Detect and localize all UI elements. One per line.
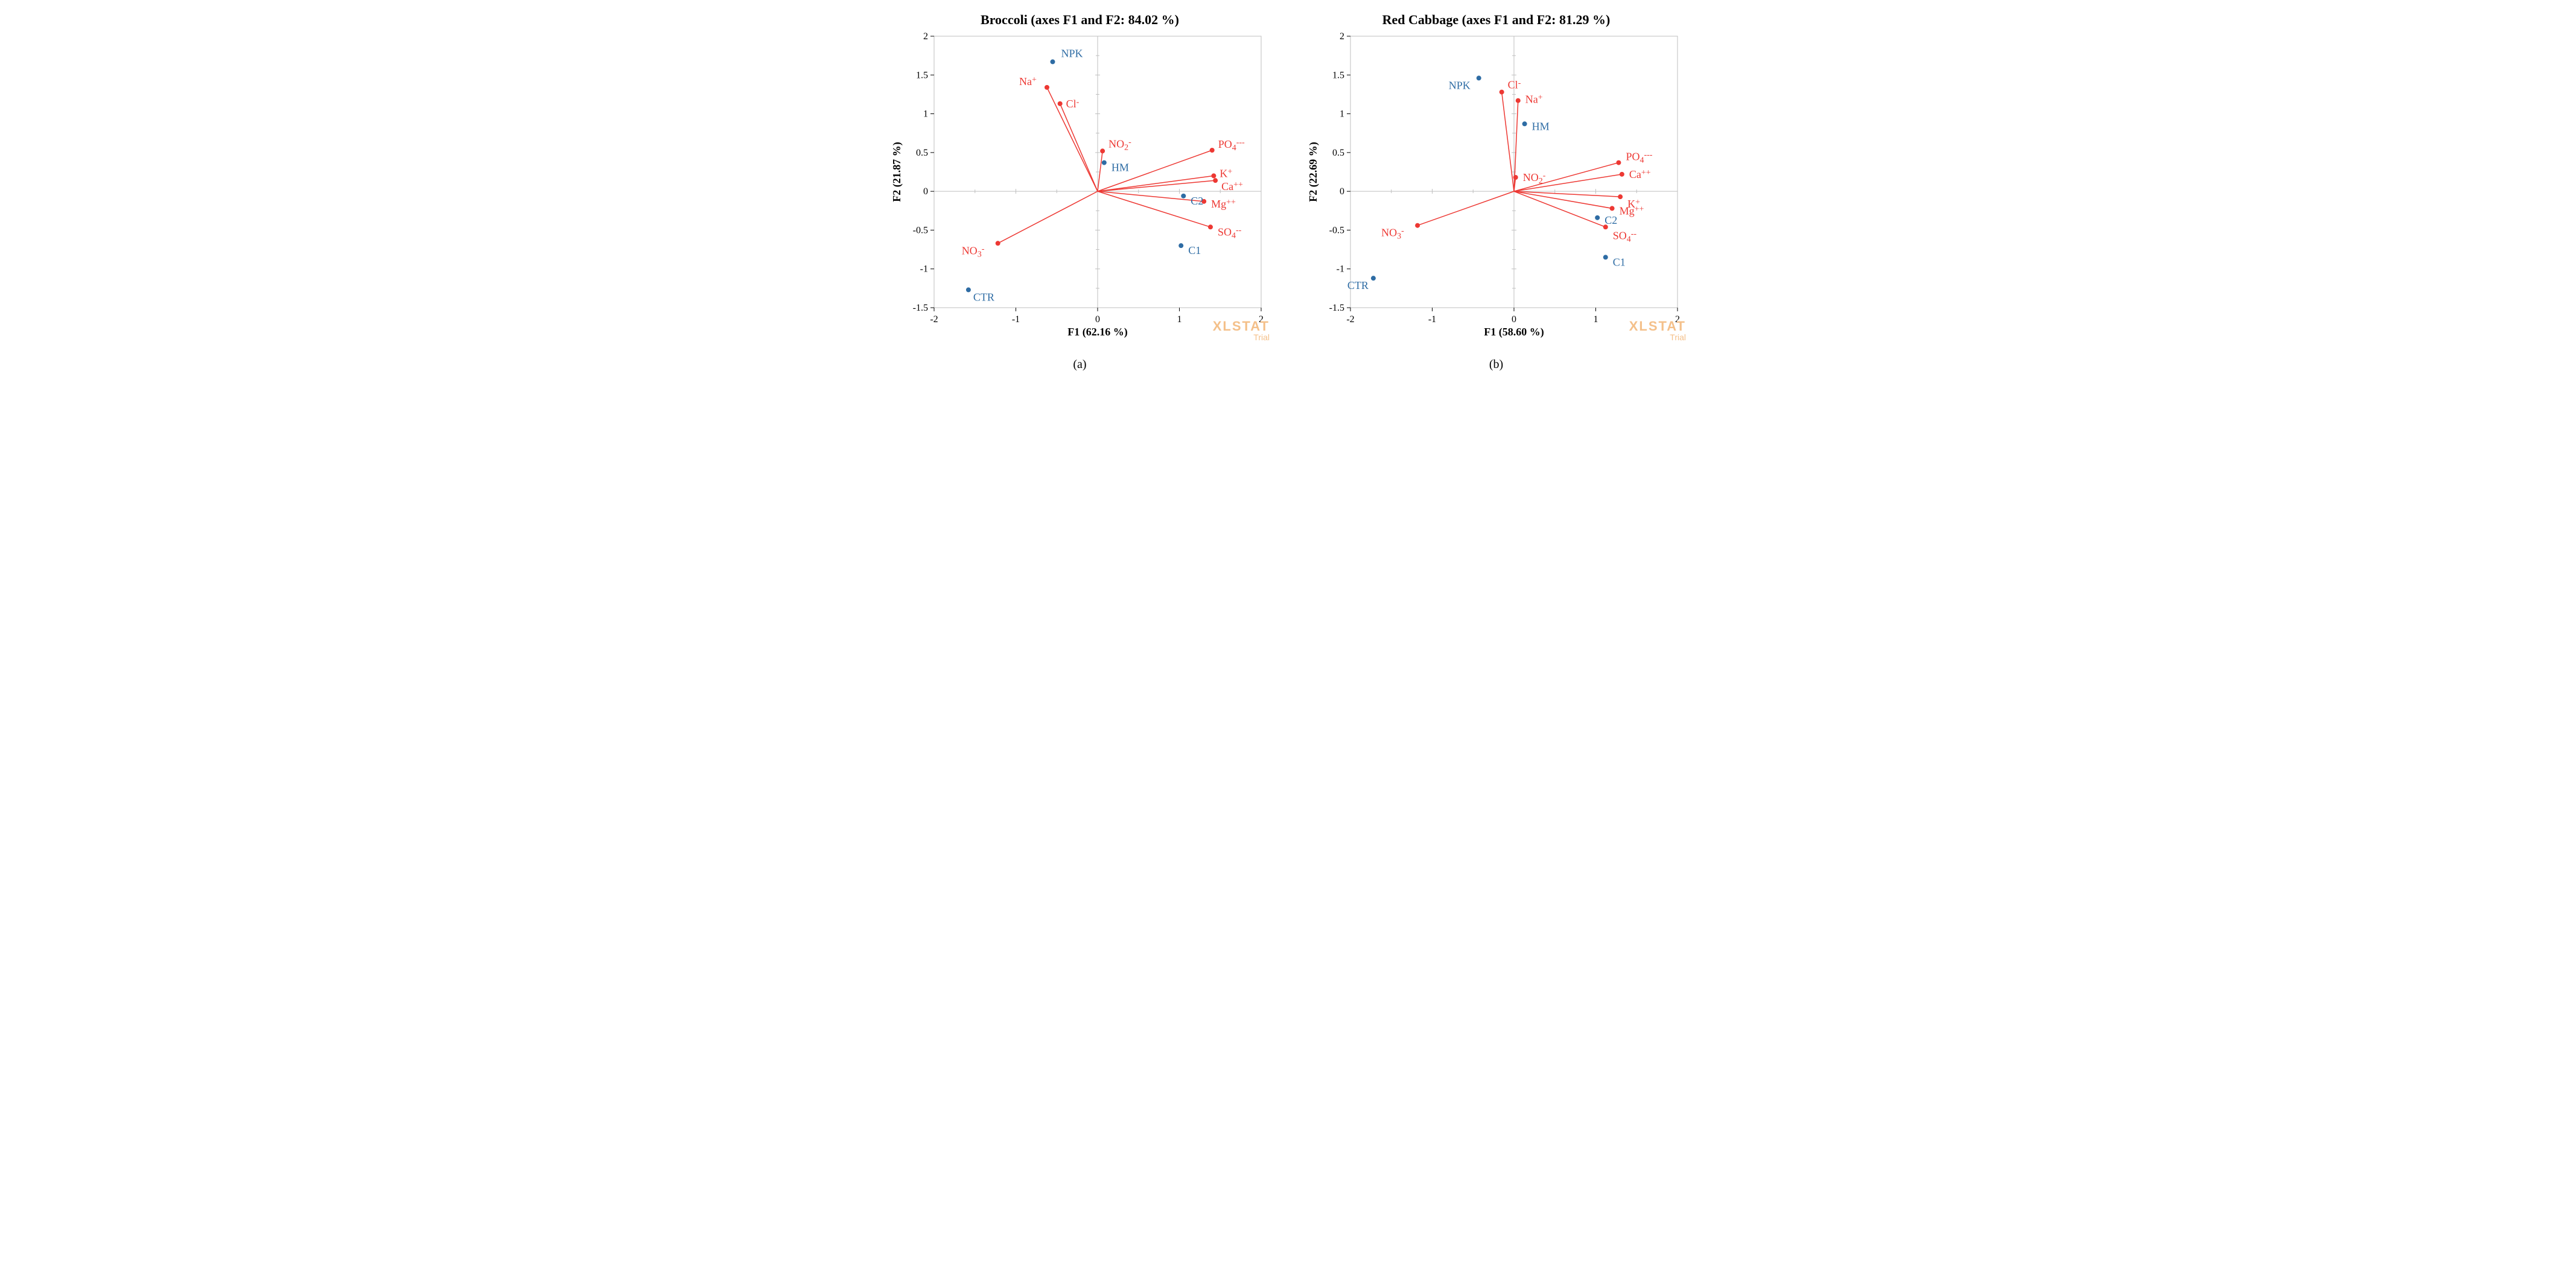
biplot-svg: -2-1012-1.5-1-0.500.511.52F1 (62.16 %)F2… <box>887 30 1273 344</box>
variable-point <box>1616 160 1621 165</box>
xtick-label: 1 <box>1177 314 1181 325</box>
ytick-label: -1 <box>1336 264 1344 274</box>
observation-label: CTR <box>1347 279 1368 291</box>
variable-point <box>1619 172 1624 177</box>
xtick-label: 0 <box>1095 314 1100 325</box>
panel-broccoli: Broccoli (axes F1 and F2: 84.02 %) -2 -1 0 1… <box>887 12 1273 372</box>
ytick-label: 0.5 <box>916 148 928 158</box>
xtick-label: 1 <box>1593 314 1598 325</box>
observation-label: C2 <box>1191 195 1203 207</box>
variable-point <box>995 241 1000 246</box>
observation-point <box>1050 59 1055 64</box>
variable-label: NO3- <box>1381 227 1404 241</box>
observation-point <box>1522 121 1527 126</box>
variable-point <box>1211 173 1216 178</box>
observation-point <box>1101 160 1106 165</box>
observation-point <box>965 287 970 292</box>
ytick-label: 1.5 <box>916 70 928 80</box>
variable-label: NO3- <box>961 244 984 259</box>
ytick-label: 0.5 <box>1332 148 1344 158</box>
ytick-label: 1.5 <box>1332 70 1344 80</box>
ytick-label: 0 <box>923 186 928 197</box>
panel-redcabbage: Red Cabbage (axes F1 and F2: 81.29 %)-2-… <box>1303 12 1690 372</box>
variable-point <box>1415 223 1420 228</box>
biplot-svg: -2-1012-1.5-1-0.500.511.52F1 (58.60 %)F2… <box>1303 30 1690 344</box>
xtick-label: -1 <box>1428 314 1436 325</box>
variable-point <box>1044 85 1049 90</box>
ytick-label: -1.5 <box>1329 303 1344 313</box>
ytick-label: 2 <box>1340 31 1344 42</box>
variable-point <box>1207 224 1212 229</box>
ytick-label: -1 <box>920 264 927 274</box>
panel-caption: (b) <box>1489 358 1503 372</box>
variable-label: NO2- <box>1108 138 1131 152</box>
observation-point <box>1370 276 1375 281</box>
chart-title: Broccoli (axes F1 and F2: 84.02 %) <box>981 12 1179 28</box>
observation-label: C1 <box>1612 256 1625 268</box>
variable-point <box>1513 175 1518 180</box>
watermark-line2: Trial <box>1670 332 1686 342</box>
observation-point <box>1178 243 1183 248</box>
observation-label: HM <box>1111 162 1128 174</box>
observation-label: NPK <box>1448 79 1470 91</box>
observation-label: C1 <box>1188 244 1201 256</box>
ytick-label: -0.5 <box>1329 225 1344 235</box>
xtick-label: 0 <box>1512 314 1516 325</box>
observation-point <box>1603 255 1608 259</box>
ytick-label: 0 <box>1340 186 1344 197</box>
variable-point <box>1515 98 1520 103</box>
watermark-line2: Trial <box>1253 332 1270 342</box>
xtick-label: -2 <box>1346 314 1354 325</box>
y-axis-label: F2 (21.87 %) <box>891 142 903 202</box>
chart-title: Red Cabbage (axes F1 and F2: 81.29 %) <box>1382 12 1611 28</box>
watermark-line1: XLSTAT <box>1629 319 1685 334</box>
ytick-label: 1 <box>1340 109 1344 119</box>
chart-area: -2-1012-1.5-1-0.500.511.52F1 (62.16 %)F2… <box>887 30 1273 347</box>
observation-label: NPK <box>1061 47 1083 59</box>
variable-point <box>1057 101 1062 106</box>
watermark-line1: XLSTAT <box>1212 319 1269 334</box>
xtick-label: -1 <box>1011 314 1019 325</box>
y-axis-label: F2 (22.69 %) <box>1307 142 1320 202</box>
variable-point <box>1100 148 1105 153</box>
x-axis-label: F1 (62.16 %) <box>1067 326 1127 338</box>
ytick-label: 1 <box>923 109 928 119</box>
chart-area: -2-1012-1.5-1-0.500.511.52F1 (58.60 %)F2… <box>1303 30 1690 347</box>
observation-point <box>1181 194 1186 198</box>
variable-point <box>1213 178 1218 183</box>
variable-point <box>1618 194 1623 199</box>
observation-label: HM <box>1531 120 1549 132</box>
observation-point <box>1476 75 1481 80</box>
x-axis-label: F1 (58.60 %) <box>1484 326 1544 338</box>
xtick-label: -2 <box>930 314 938 325</box>
variable-point <box>1499 90 1504 95</box>
ytick-label: -1.5 <box>912 303 927 313</box>
variable-point <box>1209 148 1214 153</box>
variable-point <box>1609 206 1614 211</box>
ytick-label: 2 <box>923 31 928 42</box>
observation-label: C2 <box>1604 214 1617 226</box>
observation-point <box>1595 215 1600 220</box>
observation-label: CTR <box>973 291 994 303</box>
panel-caption: (a) <box>1073 358 1086 372</box>
ytick-label: -0.5 <box>912 225 927 235</box>
